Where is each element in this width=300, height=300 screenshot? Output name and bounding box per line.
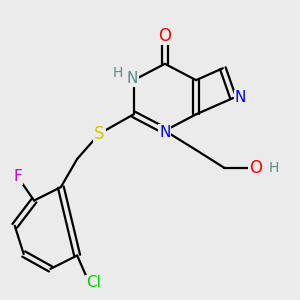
Text: N: N [235,91,246,106]
Text: H: H [268,161,278,175]
Text: F: F [14,169,22,184]
Text: N: N [159,125,170,140]
Text: S: S [94,125,105,143]
Text: N: N [127,71,138,86]
Text: O: O [158,27,171,45]
Text: Cl: Cl [86,275,101,290]
Text: O: O [249,159,262,177]
Text: H: H [113,66,123,80]
